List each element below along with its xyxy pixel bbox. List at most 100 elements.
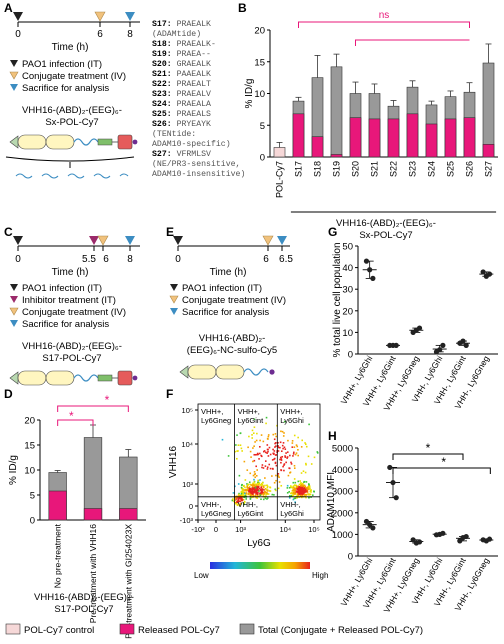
sig-label: * <box>105 393 110 407</box>
density-point <box>242 492 244 495</box>
density-point <box>242 502 245 505</box>
data-point <box>410 537 416 543</box>
density-point <box>231 499 234 502</box>
legend-label: Sacrifice for analysis <box>22 319 109 330</box>
density-point <box>237 444 240 446</box>
data-point <box>480 269 486 275</box>
panel-f-flow-plot: VHH+,Ly6GnegVHH+,Ly6GintVHH+,Ly6GhiVHH-,… <box>168 403 328 580</box>
construct-label: VHH16-(ABD)₂-(EEG)₆- <box>22 341 122 352</box>
density-point <box>260 498 262 501</box>
density-point <box>268 463 271 466</box>
substrate-id: S22: <box>152 80 172 89</box>
density-point <box>305 489 308 492</box>
density-point <box>308 493 310 496</box>
density-point <box>313 490 315 493</box>
density-point <box>275 454 278 456</box>
data-point <box>437 347 443 353</box>
density-point <box>274 488 277 491</box>
panel-a-timeline: 0 6 8 Time (h) <box>13 11 140 53</box>
density-point <box>242 487 244 490</box>
density-point <box>238 504 241 507</box>
density-point <box>310 463 313 465</box>
density-point <box>272 448 274 451</box>
density-point <box>240 492 243 495</box>
substrate-entry: ADAM10-specific) <box>152 139 231 149</box>
data-point <box>463 533 469 540</box>
density-point <box>289 454 291 457</box>
density-point <box>237 493 240 496</box>
density-point <box>264 460 267 462</box>
density-point <box>300 446 303 448</box>
density-point <box>298 491 301 494</box>
density-point <box>249 493 251 496</box>
legend-label: Sacrifice for analysis <box>22 83 109 94</box>
y-axis-label: ADAM10 MFI <box>326 472 337 532</box>
density-point <box>241 490 243 493</box>
data-point <box>463 342 469 348</box>
density-point <box>258 490 260 492</box>
density-point <box>248 435 250 438</box>
sig-bracket <box>392 453 464 460</box>
y-tick-label: 10⁵ <box>182 406 193 415</box>
density-point <box>290 486 293 489</box>
density-point <box>235 497 238 500</box>
construct-label: VHH16-(ABD)₂- <box>199 333 266 344</box>
bar-released <box>482 144 495 158</box>
density-point <box>275 474 277 477</box>
inhibitor-legend-icon <box>10 296 18 303</box>
density-point <box>283 469 285 472</box>
substrate-sequence: PRAEALK- <box>172 40 216 49</box>
density-point <box>273 457 276 460</box>
density-point <box>295 452 298 454</box>
density-point <box>262 493 265 496</box>
density-point <box>263 489 265 491</box>
density-point <box>249 472 252 475</box>
x-tick-label: S23 <box>408 161 418 177</box>
colorbar-low-label: Low <box>194 571 209 580</box>
density-point <box>266 498 268 500</box>
y-tick-label: 15 <box>24 441 35 452</box>
density-point <box>257 479 259 482</box>
density-point <box>244 479 247 481</box>
tick-label: 0 <box>15 254 21 265</box>
gate-label: VHH-, <box>238 500 258 509</box>
density-point <box>264 477 266 479</box>
density-point <box>261 464 264 466</box>
density-point <box>297 489 300 492</box>
substrate-sequence: (ADAMtide) <box>152 29 201 39</box>
density-point <box>242 498 245 501</box>
substrate-sequence: PRAEALT <box>172 80 211 89</box>
density-point <box>256 469 258 471</box>
conjugate-marker-icon <box>262 235 274 246</box>
x-tick-label: S18 <box>313 161 323 177</box>
density-point <box>304 443 307 446</box>
density-point <box>238 492 240 495</box>
substrate-entry: (NE/PR3-sensitive, <box>152 159 240 169</box>
panel-e-letter: E <box>166 225 174 239</box>
density-point <box>264 488 267 490</box>
axis-label: Time (h) <box>52 42 89 53</box>
density-point <box>260 488 263 490</box>
density-point <box>269 453 272 456</box>
density-point <box>277 446 280 449</box>
density-point <box>273 438 276 441</box>
substrate-entry: S20: GRAEALK <box>152 60 211 69</box>
density-point <box>293 478 296 480</box>
density-point <box>273 481 276 484</box>
substrate-id: S24: <box>152 100 172 109</box>
density-point <box>316 452 319 454</box>
density-point <box>288 495 291 497</box>
panel-c-construct-diagram <box>9 370 138 386</box>
legend-label: Conjugate treatment (IV) <box>182 295 286 306</box>
panel-b-letter: B <box>238 1 247 15</box>
density-point <box>255 491 258 493</box>
substrate-entry: S22: PRAEALT <box>152 80 211 89</box>
density-point <box>259 452 261 455</box>
density-point <box>303 487 305 490</box>
density-point <box>306 488 309 491</box>
density-point <box>268 446 271 449</box>
density-point <box>254 486 257 489</box>
y-tick-label: 10 <box>342 328 353 339</box>
density-point <box>244 489 246 491</box>
density-point <box>271 493 274 496</box>
